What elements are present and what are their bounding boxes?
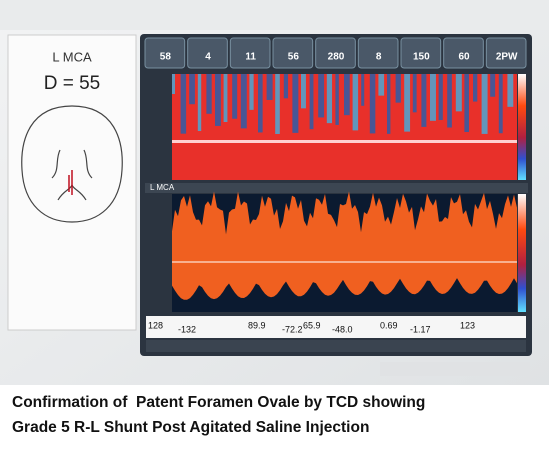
readout-value: -132: [178, 324, 196, 334]
mmode-streaks: [172, 74, 514, 134]
mmode-streak: [378, 74, 385, 96]
parameter-value: 2PW: [496, 52, 518, 63]
mmode-gate: [172, 140, 517, 143]
mmode-streak: [412, 74, 417, 113]
mmode-streak: [180, 74, 187, 134]
mmode-streak: [464, 74, 469, 132]
mmode-streak: [438, 74, 443, 120]
mmode-streak: [172, 74, 175, 94]
spectrum-vessel: L MCA: [150, 183, 175, 192]
readout-value: -48.0: [332, 324, 353, 334]
readout-row: 128 -132 89.9 -72.2 65.9 -48.0 0.69 -1.17 123: [148, 320, 475, 334]
parameter-row: 58 4 11 56 280 8 150 60 2PW: [144, 37, 527, 69]
mmode-streak: [189, 74, 195, 105]
mmode-streak: [215, 74, 221, 126]
mmode-streak: [266, 74, 273, 100]
top-bar: [0, 0, 549, 30]
mmode-streak: [481, 74, 488, 134]
spectrum-envelope: [172, 191, 517, 300]
mmode-streak: [361, 74, 365, 106]
mmode-streak: [352, 74, 359, 131]
mmode-streak: [283, 74, 289, 99]
parameter-cell: [187, 37, 228, 69]
parameter-cell: [229, 37, 271, 69]
color-bar: [518, 194, 526, 312]
caption-line: Confirmation of Patent Foramen Ovale by …: [12, 394, 425, 411]
mmode-streak: [473, 74, 478, 102]
mmode-streak: [507, 74, 514, 107]
brain-outline: [21, 105, 123, 223]
mmode-streak: [223, 74, 228, 122]
parameter-cell: [272, 37, 314, 69]
parameter-value: 4: [205, 52, 211, 63]
mmode-streak: [490, 74, 496, 97]
parameter-cell: [400, 37, 442, 69]
parameter-value: 58: [160, 52, 172, 63]
parameter-value: 56: [288, 52, 300, 63]
parameter-value: 60: [458, 52, 470, 63]
parameter-value: 280: [328, 52, 345, 63]
taskbar: [380, 362, 530, 376]
mmode-streak: [447, 74, 452, 128]
mmode-streak: [309, 74, 314, 130]
mmode-streak: [369, 74, 376, 134]
mmode-streak: [292, 74, 299, 133]
readout-value: 65.9: [303, 320, 321, 330]
mmode-streak: [335, 74, 339, 125]
parameter-value: 150: [413, 52, 430, 63]
parameter-value: 8: [376, 52, 382, 63]
status-bar: [146, 340, 526, 352]
mmode-streak: [197, 74, 202, 132]
readout-value: 128: [148, 320, 163, 330]
mmode-streak: [249, 74, 254, 110]
vessel-label: L MCA: [52, 49, 92, 64]
mmode-streak: [430, 74, 436, 121]
mmode-streak: [498, 74, 503, 134]
parameter-value: 11: [245, 52, 256, 63]
parameter-cell: [144, 37, 186, 69]
vessel-icon: [68, 170, 73, 195]
parameter-cell: [485, 37, 527, 69]
mmode-streak: [387, 74, 391, 134]
depth-label: D = 55: [44, 73, 101, 94]
mmode-streak: [258, 74, 263, 133]
mmode-streak: [404, 74, 411, 132]
mmode-streak: [326, 74, 333, 124]
mmode-streak: [301, 74, 306, 109]
parameter-cell: [357, 37, 399, 69]
mmode-streak: [275, 74, 280, 134]
mmode-streak: [344, 74, 350, 116]
readout-value: 89.9: [248, 320, 266, 330]
parameter-cell: [315, 37, 356, 69]
readout-value: 123: [460, 320, 475, 330]
readout-value: 0.69: [380, 320, 398, 330]
readout-value: -72.2: [282, 324, 303, 334]
color-bar: [518, 74, 526, 180]
mmode-streak: [232, 74, 238, 119]
mmode-streak: [240, 74, 247, 129]
readout-value: -1.17: [410, 324, 431, 334]
mmode-streak: [206, 74, 212, 114]
spectrum-header: [145, 183, 528, 193]
mmode-streak: [455, 74, 462, 112]
mmode-streak: [395, 74, 401, 103]
mmode-streak: [318, 74, 325, 118]
readout-strip: [146, 316, 526, 338]
caption-line: Grade 5 R-L Shunt Post Agitated Saline I…: [12, 419, 369, 436]
mmode-streak: [421, 74, 427, 127]
parameter-cell: [443, 37, 484, 69]
